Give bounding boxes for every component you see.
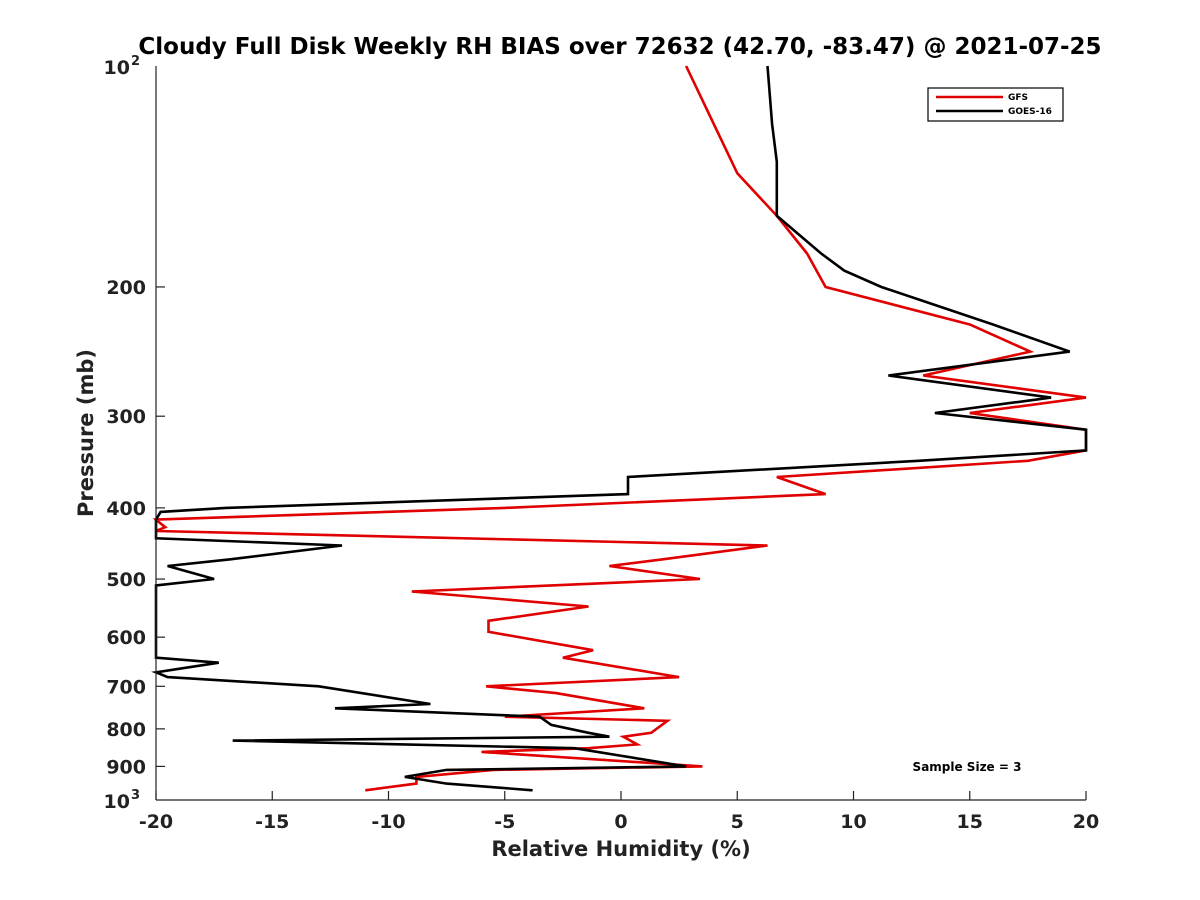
y-tick-label: 400: [106, 498, 146, 520]
chart-title: Cloudy Full Disk Weekly RH BIAS over 726…: [138, 34, 1101, 60]
x-ticks: -20 -15 -10 -5 0 5 10 15 20: [139, 791, 1099, 833]
y-tick-label: 900: [106, 756, 146, 778]
series-line-gfs: [152, 65, 1088, 792]
x-axis-label: Relative Humidity (%): [491, 837, 750, 861]
x-tick-label: 0: [614, 811, 627, 833]
legend: GFS GOES-16: [927, 87, 1064, 122]
series-layer: [151, 65, 1088, 792]
series-line-goes16: [151, 65, 1088, 792]
sample-size-annotation: Sample Size = 3: [913, 760, 1022, 774]
x-tick-label: -15: [255, 811, 289, 833]
legend-box: [927, 87, 1064, 122]
y-tick-label: 200: [106, 277, 146, 299]
x-tick-label: -5: [494, 811, 515, 833]
x-tick-label: 10: [840, 811, 866, 833]
x-tick-label: -10: [371, 811, 405, 833]
x-tick-label: 5: [731, 811, 744, 833]
y-tick-label-power: 10: [104, 57, 130, 79]
y-tick-label-exponent: 3: [131, 788, 140, 803]
legend-label-gfs: GFS: [1008, 93, 1028, 103]
y-tick-label: 700: [106, 676, 146, 698]
y-tick-label: 500: [106, 569, 146, 591]
x-tick-label: -20: [139, 811, 173, 833]
y-tick-label-exponent: 2: [131, 54, 140, 69]
y-axis-label: Pressure (mb): [74, 349, 98, 517]
plot-area: [156, 66, 1086, 800]
y-tick-label: 800: [106, 719, 146, 741]
x-tick-label: 15: [957, 811, 983, 833]
y-tick-label: 600: [106, 627, 146, 649]
y-tick-label-power: 10: [104, 791, 130, 813]
x-tick-label: 20: [1073, 811, 1099, 833]
y-tick-label: 300: [106, 406, 146, 428]
legend-label-goes16: GOES-16: [1008, 107, 1052, 117]
